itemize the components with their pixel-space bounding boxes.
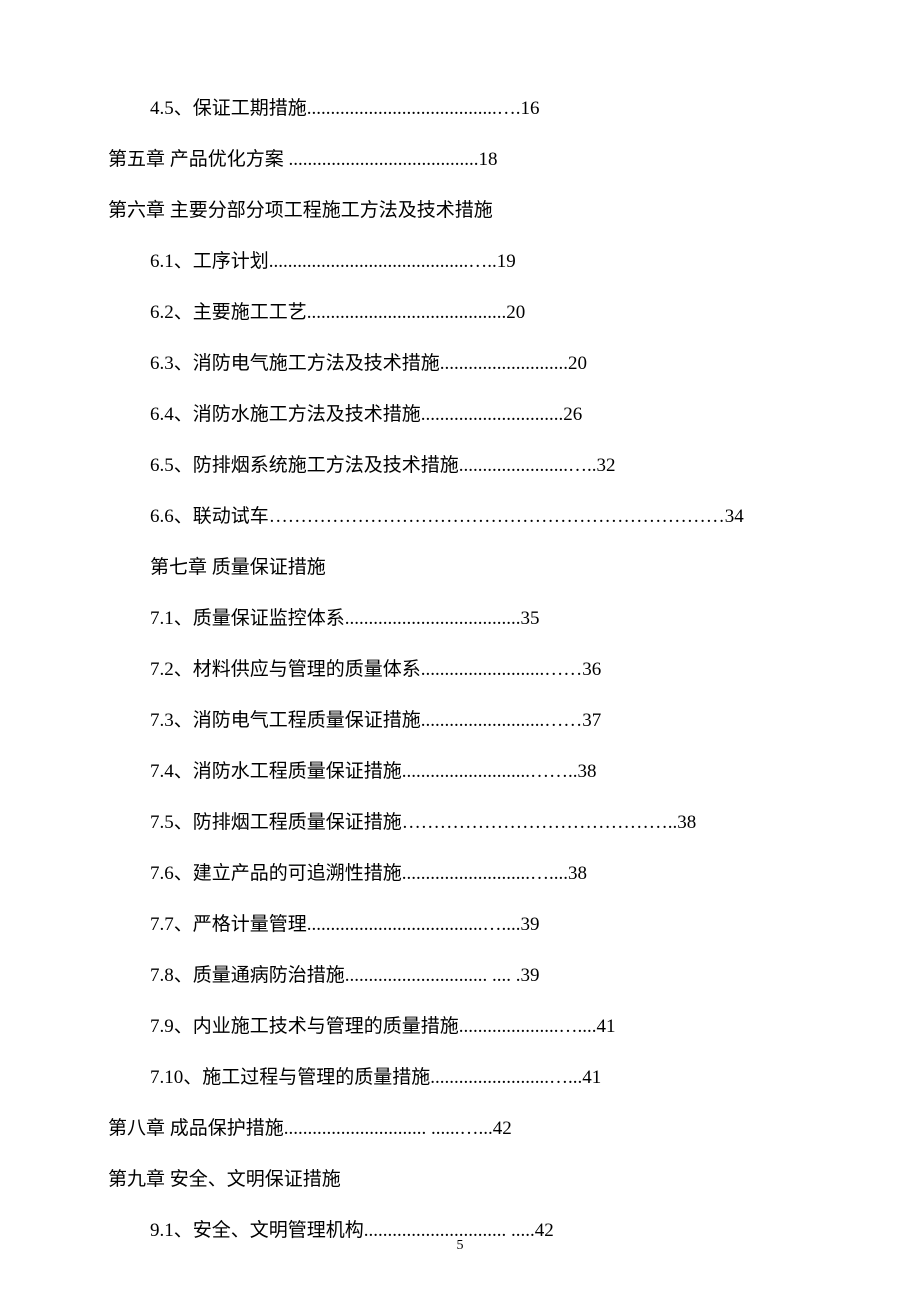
toc-line: 7.2、材料供应与管理的质量体系........................… [108, 656, 812, 685]
toc-line: 7.10、施工过程与管理的质量措施.......................… [108, 1064, 812, 1093]
table-of-contents: 4.5、保证工期措施..............................… [108, 95, 812, 1246]
toc-line: 7.3、消防电气工程质量保证措施........................… [108, 707, 812, 736]
toc-line: 6.2、主要施工工艺..............................… [108, 299, 812, 328]
toc-line: 6.4、消防水施工方法及技术措施........................… [108, 401, 812, 430]
toc-line: 第八章 成品保护措施..............................… [108, 1115, 812, 1144]
toc-line: 第六章 主要分部分项工程施工方法及技术措施 [108, 197, 812, 226]
toc-line: 7.8、质量通病防治措施............................… [108, 962, 812, 991]
toc-line: 6.5、防排烟系统施工方法及技术措施......................… [108, 452, 812, 481]
toc-line: 第七章 质量保证措施 [108, 554, 812, 583]
toc-line: 第九章 安全、文明保证措施 [108, 1166, 812, 1195]
toc-line: 7.1、质量保证监控体系............................… [108, 605, 812, 634]
toc-line: 7.6、建立产品的可追溯性措施.........................… [108, 860, 812, 889]
page-number: 5 [0, 1238, 920, 1254]
toc-line: 6.6、联动试车………………………………………………………………34 [108, 503, 812, 532]
toc-line: 4.5、保证工期措施..............................… [108, 95, 812, 124]
toc-line: 6.1、工序计划................................… [108, 248, 812, 277]
toc-line: 7.5、防排烟工程质量保证措施……………………………………..38 [108, 809, 812, 838]
toc-line: 7.9、内业施工技术与管理的质量措施.....................…… [108, 1013, 812, 1042]
toc-line: 6.3、消防电气施工方法及技术措施.......................… [108, 350, 812, 379]
toc-line: 第五章 产品优化方案 .............................… [108, 146, 812, 175]
toc-line: 7.4、消防水工程质量保证措施.........................… [108, 758, 812, 787]
toc-line: 7.7、严格计量管理..............................… [108, 911, 812, 940]
